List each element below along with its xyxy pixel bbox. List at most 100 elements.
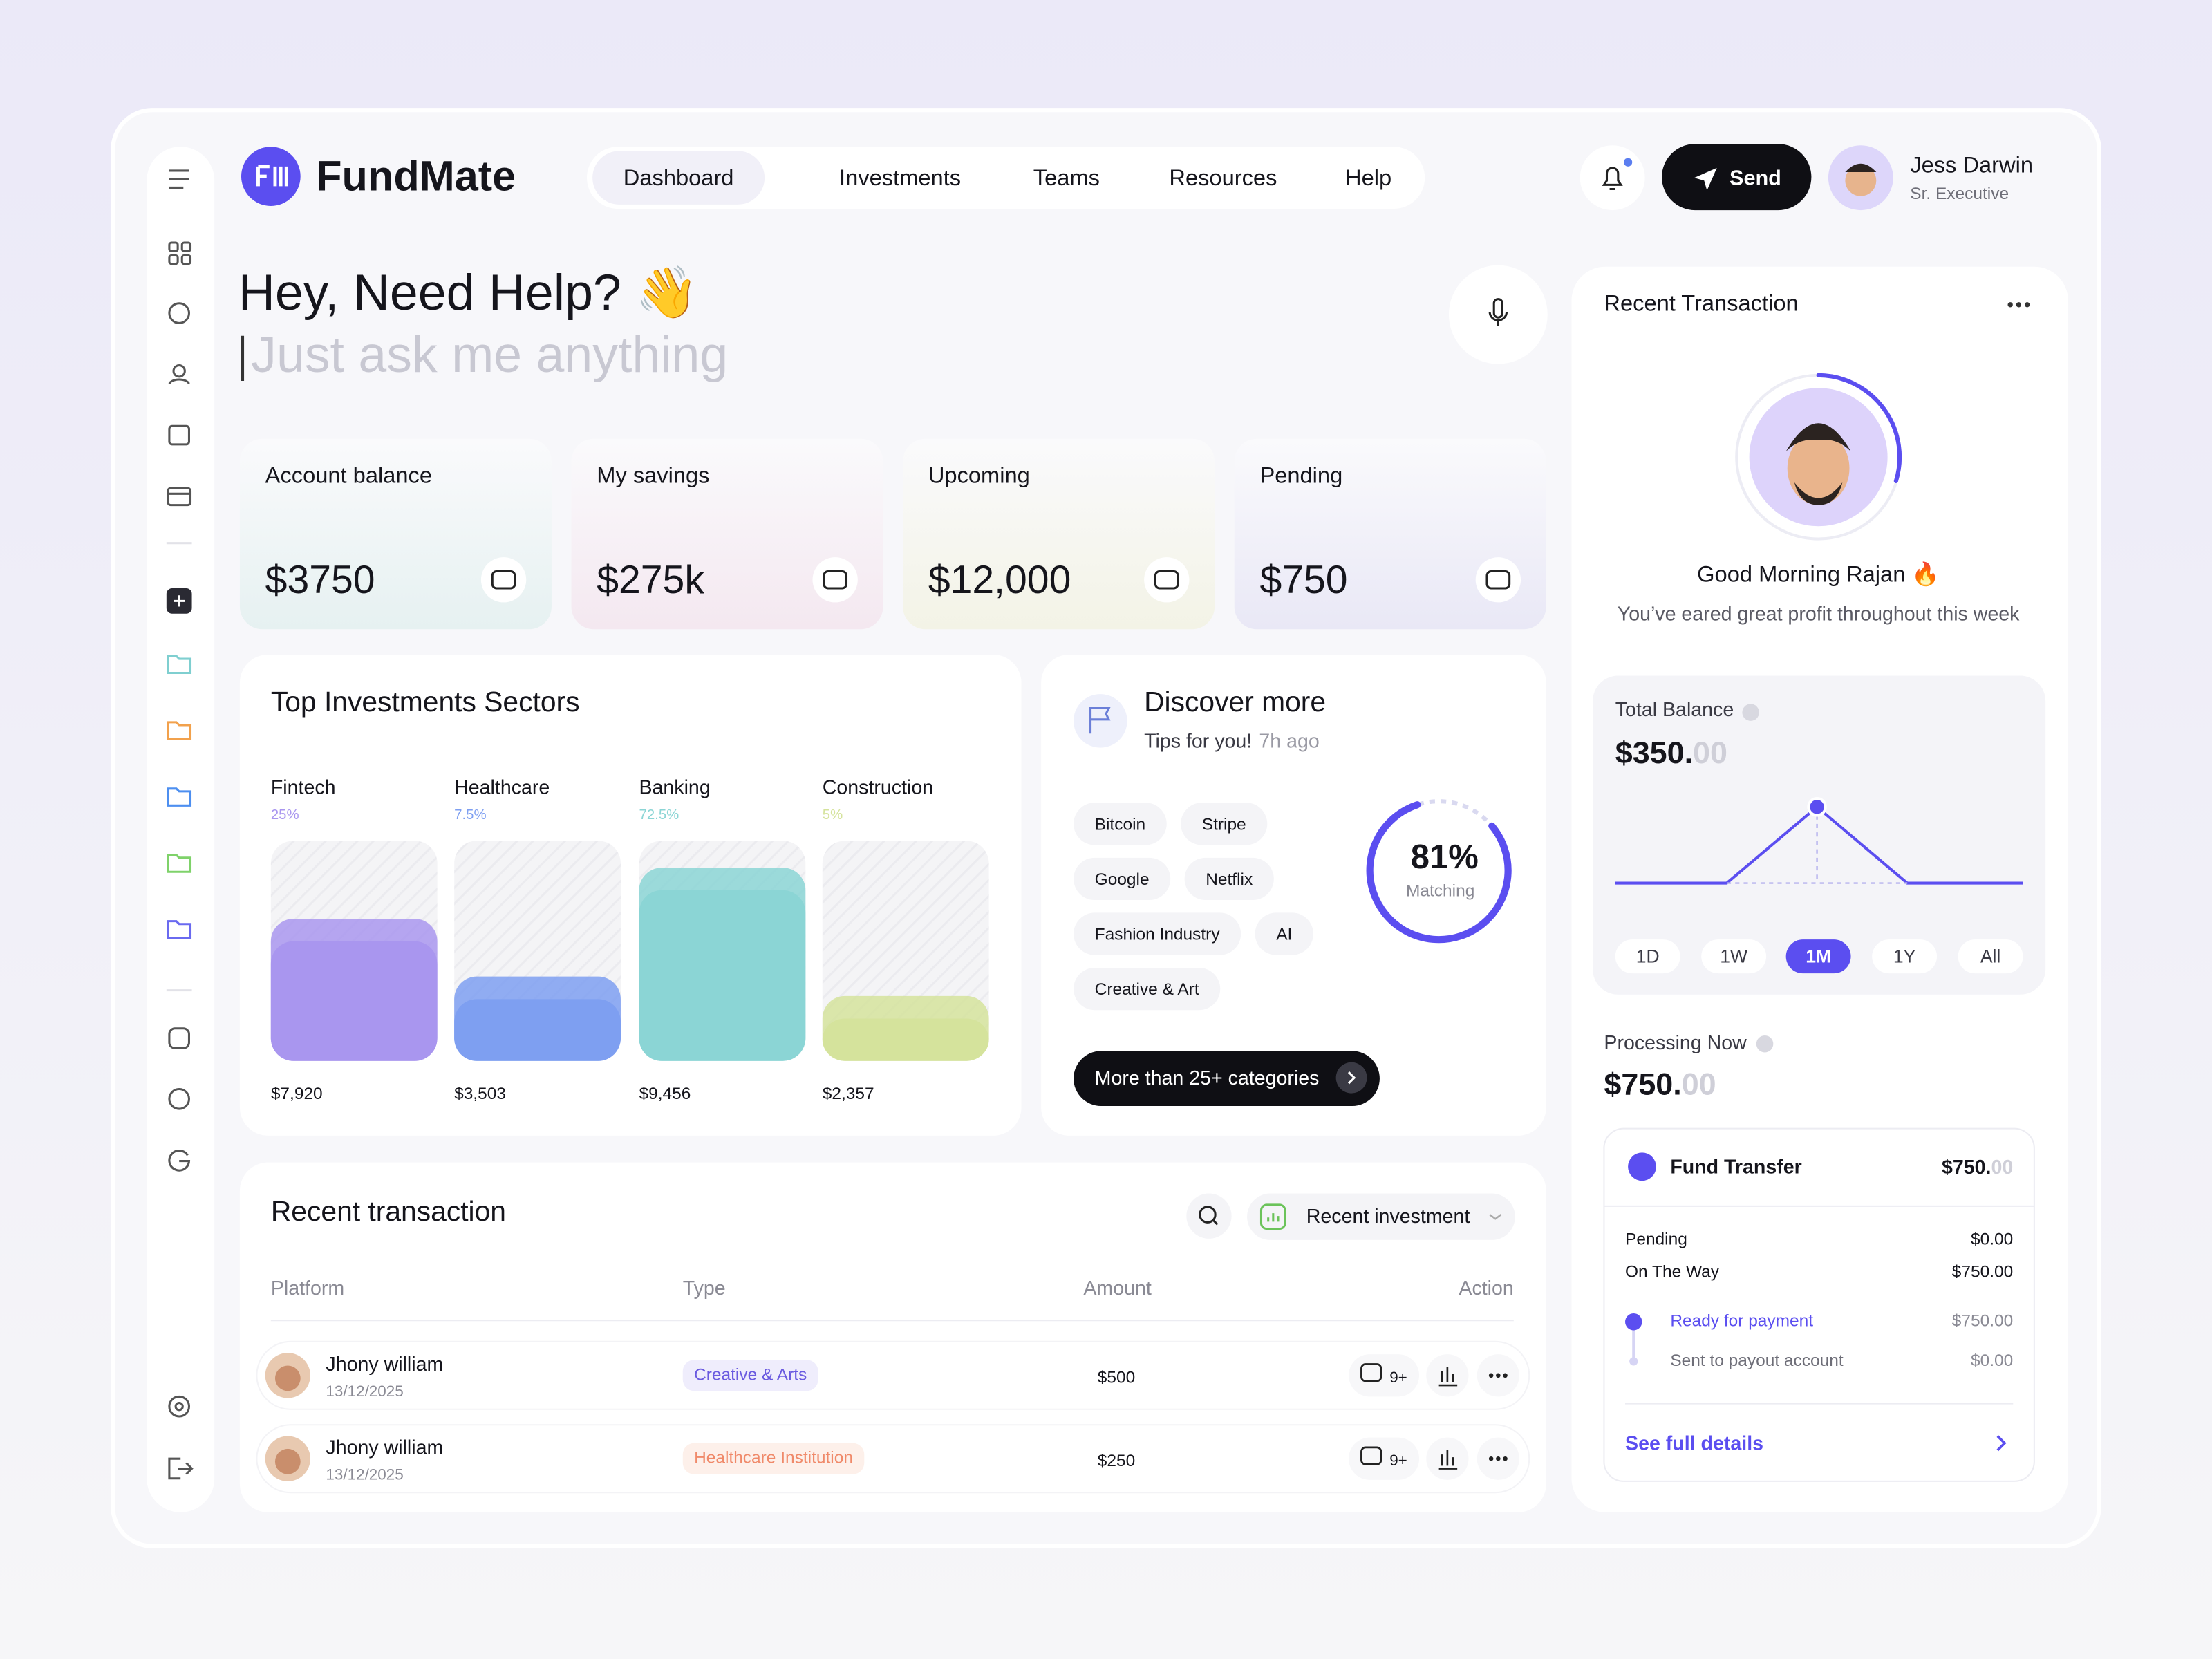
nav-item[interactable]: Investments — [839, 165, 961, 190]
time-ago: 7h ago — [1259, 730, 1319, 752]
total-label: Total Balance — [1615, 699, 1734, 721]
range-tab[interactable] — [1701, 939, 1767, 974]
info-icon[interactable] — [1756, 1035, 1774, 1053]
nav-active — [592, 151, 765, 205]
folder-icon[interactable] — [167, 787, 192, 807]
nav-item[interactable]: Dashboard — [624, 165, 734, 190]
comments-button[interactable] — [1349, 1354, 1420, 1397]
fund-logo — [1628, 1152, 1656, 1181]
total-value: $350.00 — [1615, 735, 1727, 770]
more-dot — [1488, 1373, 1494, 1378]
table: Platform Type Amount Action Jhony william 13/… — [256, 1277, 1530, 1494]
sector-amount: $7,920 — [271, 1085, 323, 1103]
nav-item[interactable]: Resources — [1169, 165, 1277, 190]
send-button[interactable] — [1662, 144, 1812, 211]
logo-mark — [256, 165, 288, 187]
card-label: Pending — [1259, 462, 1342, 487]
google-icon[interactable] — [168, 1150, 191, 1172]
whatsapp-icon[interactable] — [168, 1087, 190, 1110]
panel-greeting: Good Morning Rajan 🔥 — [1697, 561, 1940, 587]
card-label: Upcoming — [928, 462, 1030, 487]
range-tab[interactable] — [1615, 939, 1680, 974]
more-dot — [1503, 1456, 1508, 1461]
card-value: $12,000 — [928, 558, 1071, 602]
card-icon[interactable] — [167, 487, 192, 507]
details-link[interactable]: See full details — [1625, 1432, 1763, 1454]
total-balance-box — [1593, 675, 2046, 995]
details-chevron[interactable] — [1996, 1435, 2007, 1452]
trend-guide — [1726, 815, 1908, 884]
tag[interactable] — [1255, 912, 1313, 955]
slack-icon[interactable] — [168, 1027, 190, 1049]
avatar-progress — [1816, 373, 1902, 483]
calendar-icon[interactable] — [168, 424, 190, 446]
card-label: My savings — [597, 462, 709, 487]
nav-item[interactable]: Help — [1345, 165, 1391, 190]
fund-row-value: $0.00 — [1971, 1230, 2013, 1248]
tag[interactable] — [1074, 803, 1167, 845]
hero-prompt[interactable]: Just ask me anything — [251, 326, 728, 383]
notification-dot — [1623, 158, 1633, 167]
grid-icon[interactable] — [168, 241, 179, 252]
match-label: 81% — [1411, 838, 1479, 876]
info-icon[interactable] — [1742, 704, 1759, 721]
team-icon[interactable] — [172, 364, 186, 378]
tag[interactable] — [1074, 968, 1221, 1011]
trend-point[interactable] — [1807, 797, 1827, 817]
card-icon[interactable] — [1144, 557, 1190, 603]
tag[interactable] — [1074, 912, 1241, 955]
mic-icon — [1488, 298, 1508, 326]
card-icon[interactable] — [480, 557, 527, 603]
summary-card — [571, 438, 883, 630]
comment-icon — [1360, 1363, 1382, 1382]
transactions-title: Recent transaction — [271, 1195, 506, 1227]
tag-label: Netflix — [1206, 870, 1253, 889]
range-label: 1W — [1720, 946, 1747, 967]
step-label: Sent to payout account — [1670, 1351, 1844, 1370]
filter-button[interactable] — [1247, 1193, 1515, 1240]
comment-icon — [1360, 1446, 1382, 1465]
folder-icon[interactable] — [167, 920, 192, 939]
folder-icon[interactable] — [167, 721, 192, 740]
mic-button[interactable] — [1448, 265, 1548, 364]
tag[interactable] — [1184, 857, 1274, 901]
notifications[interactable] — [1580, 145, 1645, 211]
folder-icon[interactable] — [167, 854, 192, 873]
sidebar-icons — [166, 169, 194, 1480]
card-icon[interactable] — [1475, 557, 1521, 603]
compass-icon[interactable] — [168, 302, 190, 324]
panel-menu[interactable] — [2007, 302, 2030, 308]
menu-icon[interactable] — [169, 169, 189, 189]
row[interactable] — [256, 1424, 1530, 1494]
tag-label: Stripe — [1202, 815, 1246, 834]
card-icon[interactable] — [812, 557, 858, 603]
subtitle: Tips for you! — [1144, 730, 1252, 752]
sector-name: Construction — [823, 776, 933, 798]
row[interactable] — [256, 1340, 1530, 1410]
sector-amount: $9,456 — [639, 1085, 691, 1103]
nav-item[interactable]: Teams — [1033, 165, 1100, 190]
logout-icon[interactable] — [168, 1457, 194, 1480]
processing-value: $750.00 — [1604, 1066, 1716, 1101]
tag-label: Google — [1095, 870, 1150, 889]
logo[interactable] — [241, 147, 301, 206]
avatar-face — [1845, 165, 1877, 196]
filter-label: Recent investment — [1306, 1206, 1470, 1228]
fund-title: Fund Transfer — [1670, 1156, 1801, 1178]
settings-icon[interactable] — [168, 1395, 190, 1418]
range-tab[interactable] — [1958, 939, 2023, 974]
sectors-chart: Fintech 25% $7,920 Healthcare 7.5% $3,503 Bank… — [270, 776, 989, 1103]
more-dot — [1496, 1456, 1501, 1461]
folder-icon[interactable] — [167, 655, 192, 674]
sector-percent: 5% — [823, 807, 843, 823]
range-tab[interactable] — [1785, 939, 1851, 974]
tag[interactable] — [1181, 803, 1268, 845]
tag[interactable] — [1074, 857, 1171, 901]
comments-button[interactable] — [1349, 1437, 1420, 1480]
step-value: $0.00 — [1971, 1351, 2013, 1370]
search-button[interactable] — [1186, 1193, 1232, 1239]
categories-button[interactable] — [1074, 1051, 1380, 1106]
range-tab[interactable] — [1872, 939, 1938, 974]
sector-name: Healthcare — [454, 776, 550, 798]
row-name: Jhony william — [326, 1353, 443, 1376]
